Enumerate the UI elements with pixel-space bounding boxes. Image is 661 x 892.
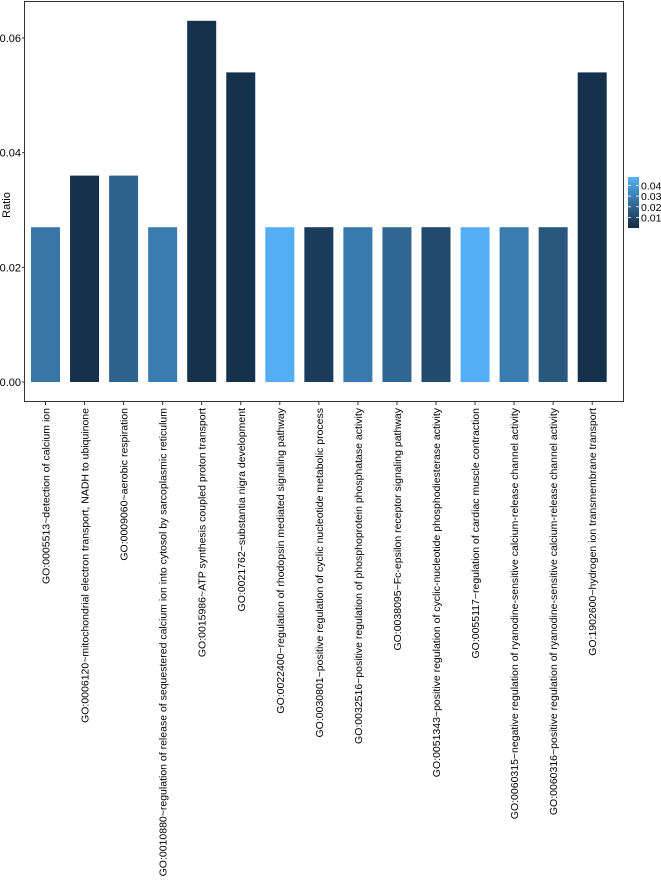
x-axis: GO:0005513~detection of calcium ion GO:00… (41, 402, 599, 877)
bar (148, 227, 178, 382)
y-tick-label: 0.00 (0, 377, 21, 389)
y-tick-label: 0.04 (0, 148, 21, 160)
x-tick-label: GO:0010880~regulation of release of sequ… (158, 408, 170, 877)
y-axis-title: Ratio (1, 192, 13, 218)
x-tick-label: GO:0021762~substantia nigra development (236, 408, 248, 612)
x-tick-label: GO:0030801~positive regulation of cyclic… (314, 408, 326, 737)
x-tick-label: GO:0060316~positive regulation of ryanod… (548, 407, 560, 815)
x-tick-label: GO:0006120~mitochondrial electron transp… (80, 408, 92, 723)
bars-group (31, 20, 607, 383)
legend-tick-label: 0.01 (641, 212, 661, 224)
bar (31, 227, 60, 382)
color-legend: 0.040.030.020.01 (628, 177, 661, 228)
y-tick-label: 0.06 (0, 33, 21, 45)
y-axis: 0.00 0.02 0.04 0.06 (0, 33, 25, 389)
x-tick-label: GO:0051343~positive regulation of cyclic… (431, 407, 443, 777)
legend-colorbar (628, 177, 639, 228)
bar (343, 227, 373, 382)
x-tick-label: GO:0060315~negative regulation of ryanod… (509, 407, 521, 819)
bar (460, 227, 490, 382)
x-tick-label: GO:0022400~regulation of rhodopsin media… (275, 407, 287, 713)
legend-tick-label: 0.04 (641, 181, 661, 193)
x-tick-label: GO:0038095~Fc-epsilon receptor signaling… (392, 407, 404, 650)
x-tick-label: GO:0009060~aerobic respiration (119, 408, 131, 561)
bar (109, 175, 139, 382)
bar (187, 20, 217, 383)
bar (304, 227, 334, 382)
bar (577, 72, 607, 383)
bar (382, 227, 412, 382)
x-tick-label: GO:0015986~ATP synthesis coupled proton … (197, 408, 209, 657)
x-tick-label: GO:0032516~positive regulation of phosph… (353, 407, 365, 744)
bar (70, 175, 100, 382)
legend-tick-label: 0.02 (641, 202, 661, 214)
bar (538, 227, 568, 382)
x-tick-label: GO:1902600~hydrogen ion transmembrane tr… (587, 408, 599, 656)
x-tick-label: GO:0055117~regulation of cardiac muscle … (470, 408, 482, 659)
bar (499, 227, 529, 382)
bar (265, 227, 295, 382)
bar (421, 227, 451, 382)
x-tick-label: GO:0005513~detection of calcium ion (41, 408, 53, 584)
bar (226, 72, 256, 383)
legend-tick-label: 0.03 (641, 191, 661, 203)
plot-panel-border (24, 1, 624, 402)
y-tick-label: 0.02 (0, 262, 21, 274)
